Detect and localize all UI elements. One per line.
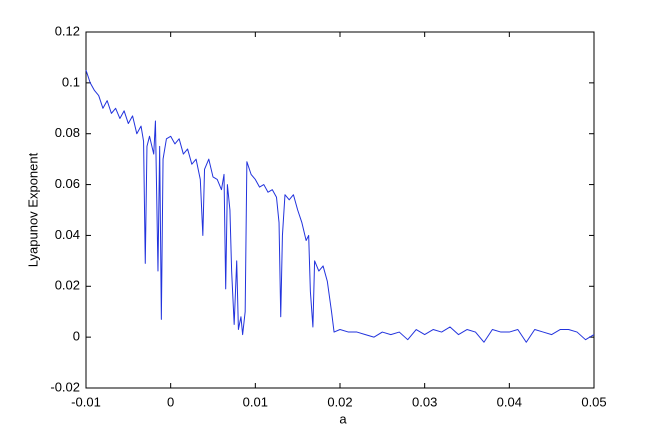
y-tick-label: 0.06 xyxy=(55,176,80,191)
y-tick-label: 0.04 xyxy=(55,227,80,242)
y-tick-label: 0.1 xyxy=(62,74,80,89)
y-tick-label: 0.08 xyxy=(55,125,80,140)
x-tick-label: 0.03 xyxy=(412,394,437,409)
x-tick-label: 0.01 xyxy=(243,394,268,409)
y-tick-label: 0.02 xyxy=(55,278,80,293)
y-tick-label: -0.02 xyxy=(50,379,80,394)
x-axis-label: a xyxy=(339,411,347,426)
x-tick-label: 0.05 xyxy=(581,394,606,409)
x-tick-label: 0.02 xyxy=(327,394,352,409)
x-tick-label: -0.01 xyxy=(71,394,101,409)
y-axis-label: Lyapunov Exponent xyxy=(25,152,40,267)
y-tick-label: 0 xyxy=(73,329,80,344)
x-tick-label: 0.04 xyxy=(497,394,522,409)
y-tick-label: 0.12 xyxy=(55,23,80,38)
x-tick-label: 0 xyxy=(167,394,174,409)
line-series xyxy=(85,69,595,343)
